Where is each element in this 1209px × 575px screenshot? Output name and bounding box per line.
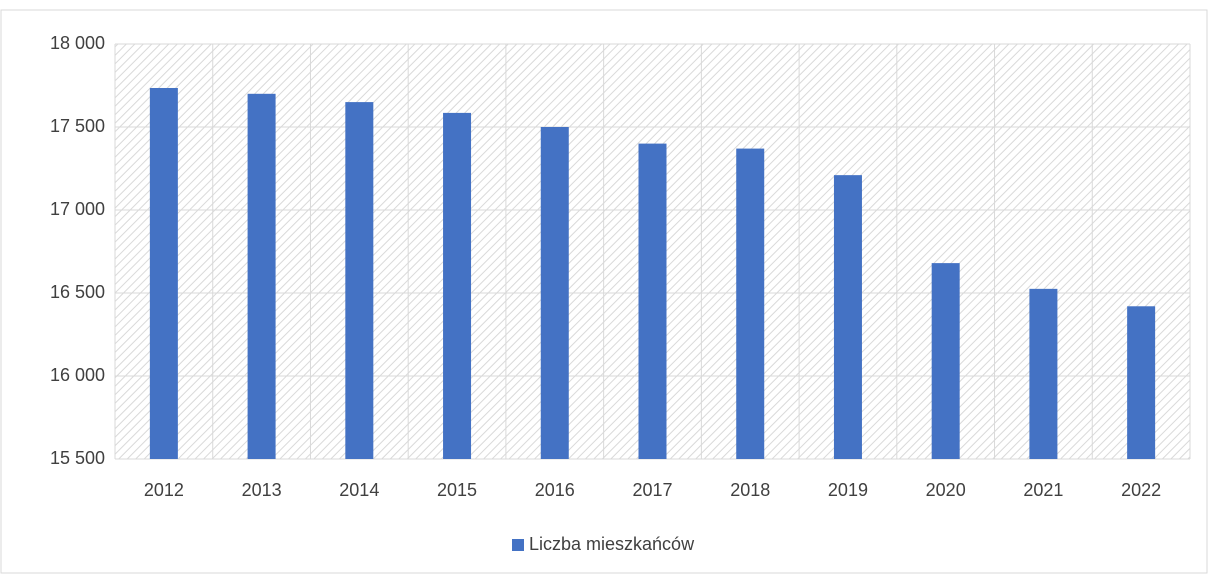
bar — [149, 87, 178, 460]
y-tick-label: 17 500 — [50, 116, 105, 136]
x-tick-label: 2012 — [144, 480, 184, 500]
x-tick-label: 2014 — [339, 480, 379, 500]
legend-label: Liczba mieszkańców — [529, 534, 695, 554]
bar — [638, 143, 667, 459]
y-tick-label: 17 000 — [50, 199, 105, 219]
bar — [1029, 288, 1058, 459]
y-tick-label: 15 500 — [50, 448, 105, 468]
bar — [540, 127, 569, 459]
x-tick-label: 2016 — [535, 480, 575, 500]
y-tick-label: 18 000 — [50, 33, 105, 53]
y-tick-label: 16 000 — [50, 365, 105, 385]
x-tick-label: 2017 — [632, 480, 672, 500]
bar — [443, 112, 472, 459]
bar — [833, 175, 862, 459]
bar — [345, 102, 374, 459]
x-tick-label: 2019 — [828, 480, 868, 500]
bar — [736, 148, 765, 459]
x-tick-label: 2022 — [1121, 480, 1161, 500]
x-tick-label: 2013 — [242, 480, 282, 500]
x-tick-label: 2015 — [437, 480, 477, 500]
x-tick-label: 2021 — [1023, 480, 1063, 500]
bar — [247, 93, 276, 460]
x-tick-label: 2020 — [926, 480, 966, 500]
legend-swatch — [512, 539, 524, 551]
bar — [1127, 306, 1156, 459]
y-tick-label: 16 500 — [50, 282, 105, 302]
bar — [931, 263, 960, 459]
x-tick-label: 2018 — [730, 480, 770, 500]
